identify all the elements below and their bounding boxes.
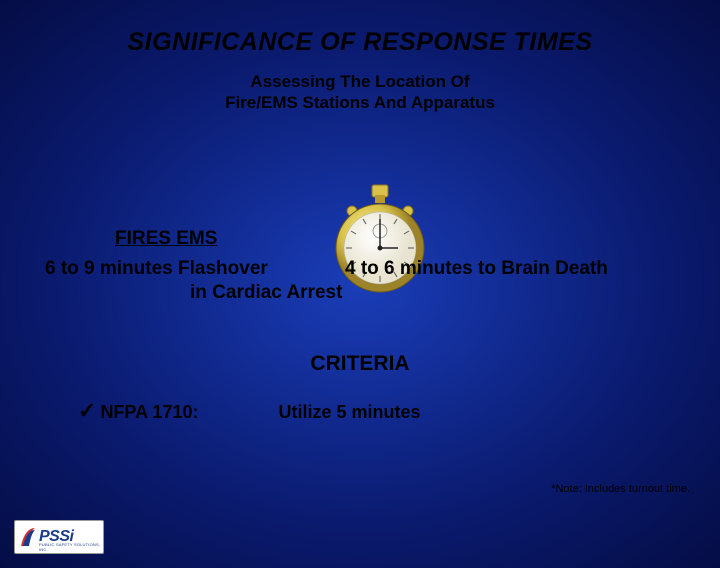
ems-fact: 4 to 6 minutes to Brain Death — [345, 258, 608, 280]
pssi-logo: PSSi PUBLIC SAFETY SOLUTIONS, INC. — [14, 520, 104, 554]
slide-subtitle: Assessing The Location Of Fire/EMS Stati… — [0, 71, 720, 114]
footnote: *Note: Includes turnout time. — [551, 483, 690, 495]
subtitle-line-1: Assessing The Location Of — [250, 72, 469, 91]
subtitle-line-2: Fire/EMS Stations And Apparatus — [225, 93, 495, 112]
logo-subtext: PUBLIC SAFETY SOLUTIONS, INC. — [39, 542, 103, 552]
bullet-value: Utilize 5 minutes — [278, 402, 420, 423]
slide-title: SIGNIFICANCE OF RESPONSE TIMES — [0, 28, 720, 57]
columns-heading: FIRES EMS — [115, 228, 217, 250]
ems-fact-line2: in Cardiac Arrest — [190, 282, 342, 304]
bullet-label: NFPA 1710: — [100, 402, 198, 423]
checkmark-icon: ✓ — [78, 398, 96, 424]
criteria-heading: CRITERIA — [0, 352, 720, 376]
logo-swoosh-icon — [19, 526, 37, 548]
fires-fact: 6 to 9 minutes Flashover — [45, 258, 268, 280]
criteria-bullet: ✓ NFPA 1710: Utilize 5 minutes — [78, 398, 421, 424]
stopwatch-icon — [330, 183, 430, 303]
